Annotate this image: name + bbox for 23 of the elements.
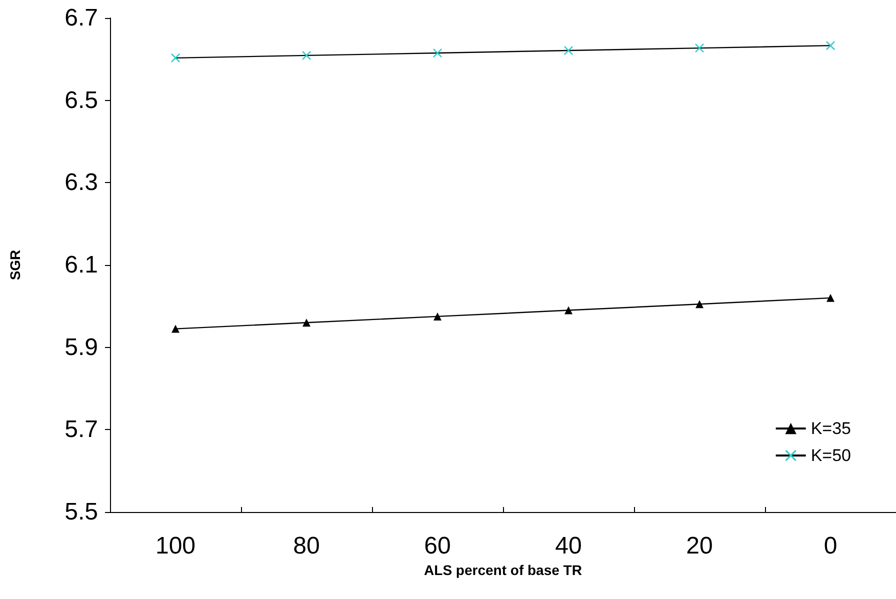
x-tick-label: 20 [686, 532, 713, 560]
x-tick-label: 60 [424, 532, 451, 560]
legend-label: K=35 [810, 419, 852, 438]
y-tick-label: 6.3 [64, 169, 98, 196]
point [172, 324, 180, 333]
legend-label: K=50 [810, 446, 852, 465]
y-tick-label: 5.9 [64, 334, 98, 361]
point [564, 306, 572, 314]
point [696, 300, 704, 308]
x-tick-label: 100 [155, 532, 196, 560]
point [434, 312, 442, 320]
x-tick-label: 0 [824, 532, 838, 560]
y-tick-label: 6.5 [64, 86, 98, 114]
y-tick-label: 5.5 [64, 498, 98, 526]
point [826, 294, 834, 302]
x-tick-label: 80 [293, 532, 320, 560]
y-tick-label: 6.7 [64, 4, 98, 32]
x-axis-title: ALS percent of base TR [424, 562, 582, 578]
y-axis-title: SGR [7, 250, 23, 280]
point [302, 318, 310, 327]
y-tick-label: 5.7 [64, 416, 98, 444]
x-tick-label: 40 [555, 532, 582, 560]
y-tick-label: 6.1 [64, 252, 98, 278]
